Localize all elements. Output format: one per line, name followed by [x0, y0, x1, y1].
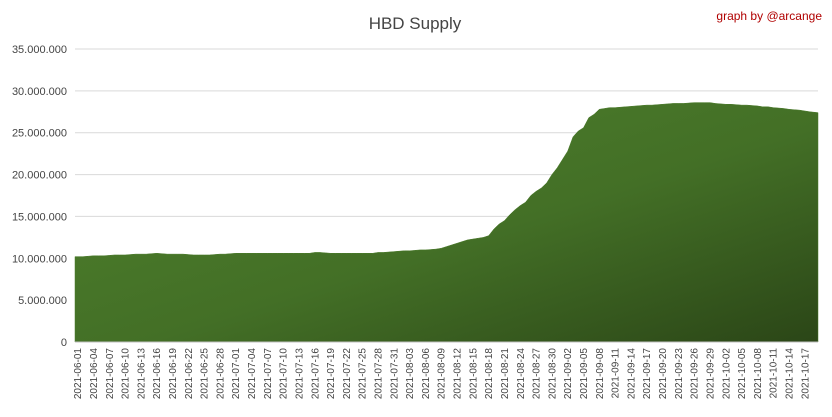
x-tick-label: 2021-06-01 — [73, 348, 84, 400]
x-tick-label: 2021-08-21 — [500, 348, 511, 400]
x-tick-label: 2021-06-22 — [184, 348, 195, 400]
x-tick-label: 2021-08-30 — [547, 348, 558, 400]
y-tick-label: 25.000.000 — [12, 128, 67, 140]
x-tick-label: 2021-10-02 — [721, 348, 732, 400]
x-tick-label: 2021-10-11 — [769, 348, 780, 399]
x-tick-label: 2021-09-02 — [563, 348, 574, 400]
y-tick-label: 30.000.000 — [12, 86, 67, 98]
x-tick-label: 2021-08-06 — [421, 348, 432, 400]
credit: graph by @arcange — [716, 9, 822, 23]
x-tick-label: 2021-08-27 — [532, 348, 543, 400]
x-tick-label: 2021-06-04 — [89, 348, 100, 400]
x-tick-label: 2021-06-16 — [152, 348, 163, 400]
x-tick-label: 2021-07-07 — [263, 348, 274, 400]
x-tick-label: 2021-07-28 — [374, 348, 385, 400]
y-tick-label: 35.000.000 — [12, 44, 67, 56]
x-tick-label: 2021-10-08 — [753, 348, 764, 400]
y-tick-label: 10.000.000 — [12, 253, 67, 265]
x-tick-label: 2021-10-05 — [737, 348, 748, 400]
y-tick-label: 5.000.000 — [18, 295, 67, 307]
x-tick-label: 2021-06-10 — [121, 348, 132, 400]
x-tick-label: 2021-07-16 — [310, 348, 321, 400]
x-tick-label: 2021-08-03 — [405, 348, 416, 400]
x-tick-label: 2021-06-28 — [215, 348, 226, 400]
x-tick-label: 2021-08-24 — [516, 348, 527, 400]
x-tick-label: 2021-07-01 — [231, 348, 242, 400]
x-tick-label: 2021-08-12 — [453, 348, 464, 400]
x-tick-label: 2021-06-19 — [168, 348, 179, 400]
x-tick-label: 2021-08-18 — [484, 348, 495, 400]
x-tick-label: 2021-09-11 — [611, 348, 622, 399]
x-tick-label: 2021-06-07 — [105, 348, 116, 400]
y-tick-label: 20.000.000 — [12, 170, 67, 182]
x-tick-label: 2021-09-29 — [705, 348, 716, 400]
y-tick-label: 15.000.000 — [12, 211, 67, 223]
x-tick-label: 2021-07-31 — [389, 348, 400, 400]
x-tick-label: 2021-07-19 — [326, 348, 337, 400]
x-tick-label: 2021-09-05 — [579, 348, 590, 400]
x-tick-label: 2021-07-10 — [279, 348, 290, 400]
x-tick-label: 2021-06-25 — [200, 348, 211, 400]
x-tick-label: 2021-09-14 — [626, 348, 637, 400]
x-tick-label: 2021-09-17 — [642, 348, 653, 400]
x-tick-label: 2021-08-09 — [437, 348, 448, 400]
x-tick-label: 2021-07-22 — [342, 348, 353, 400]
x-tick-label: 2021-09-23 — [674, 348, 685, 400]
x-tick-label: 2021-09-20 — [658, 348, 669, 400]
y-tick-label: 0 — [61, 337, 67, 349]
x-tick-label: 2021-10-14 — [785, 348, 796, 400]
x-tick-label: 2021-09-26 — [690, 348, 701, 400]
x-tick-label: 2021-07-04 — [247, 348, 258, 400]
x-tick-label: 2021-07-13 — [294, 348, 305, 400]
x-tick-label: 2021-08-15 — [468, 348, 479, 400]
x-tick-label: 2021-09-08 — [595, 348, 606, 400]
area — [74, 102, 819, 343]
x-tick-label: 2021-07-25 — [358, 348, 369, 400]
chart-title: HBD Supply — [369, 14, 462, 33]
x-tick-label: 2021-10-17 — [800, 348, 811, 400]
x-tick-label: 2021-06-13 — [136, 348, 147, 400]
